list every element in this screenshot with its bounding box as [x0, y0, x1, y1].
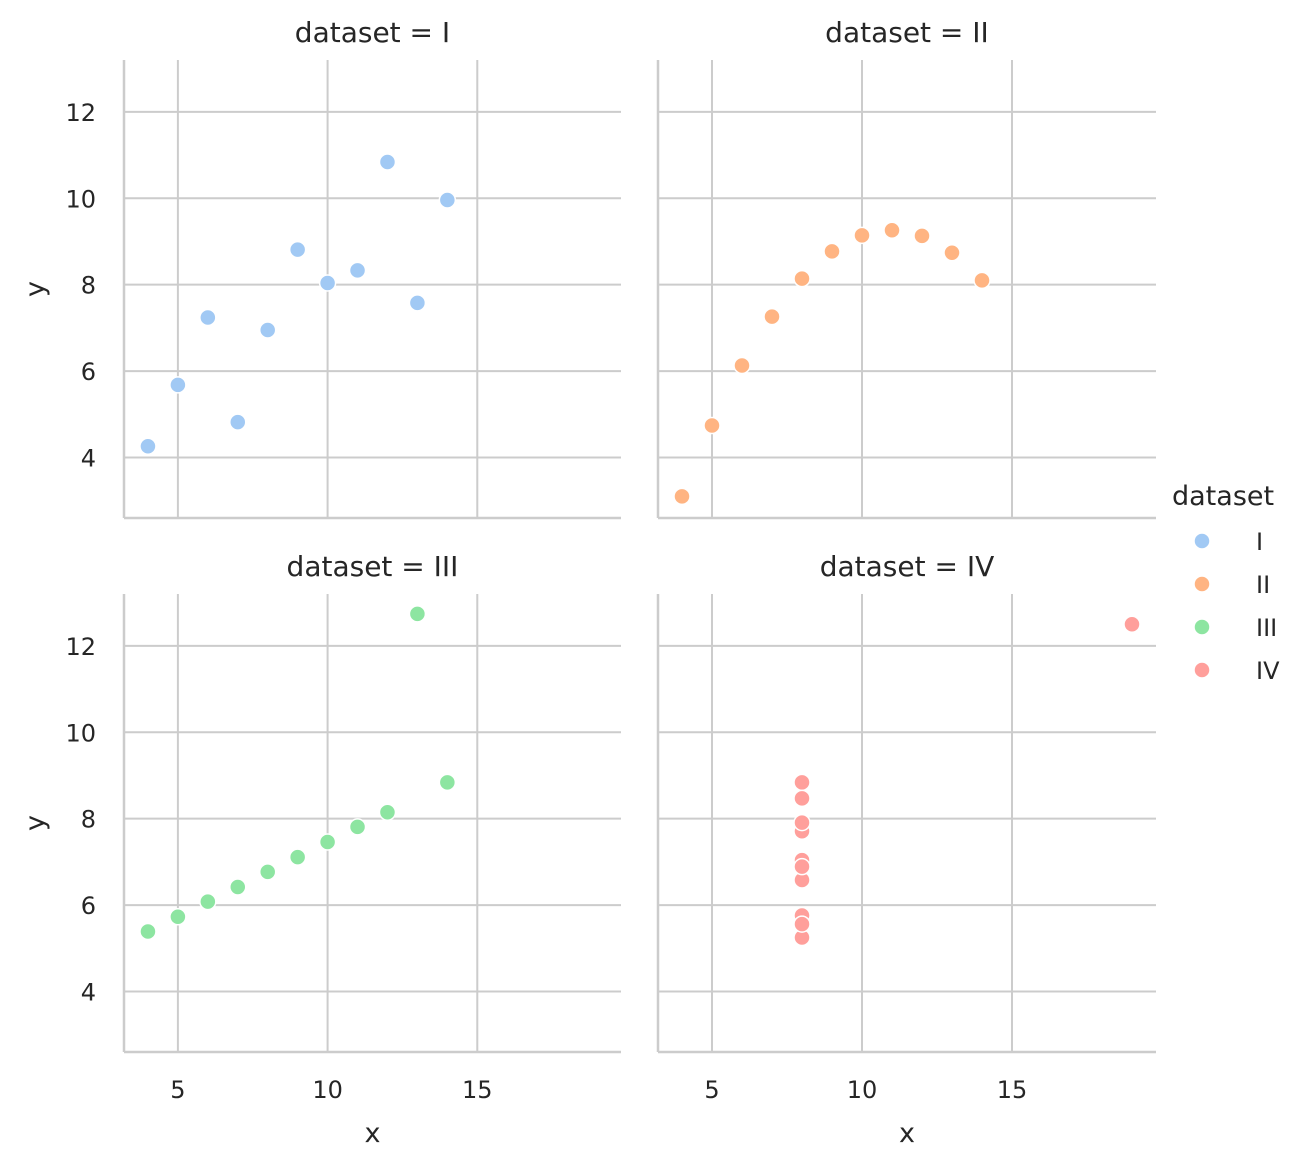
x-tick-label: 10 [312, 1076, 343, 1104]
panel-III: dataset = III 4 6 8 10 12 y 5 10 15 x [20, 550, 621, 1149]
data-point [438, 773, 457, 792]
data-point [169, 376, 187, 394]
legend-title: dataset [1172, 481, 1274, 512]
legend-label: IV [1256, 657, 1280, 685]
data-point [288, 848, 307, 866]
data-point [199, 308, 217, 327]
panel-I: dataset = I 4 6 8 10 12 y [20, 16, 621, 520]
x-tick-label: 15 [997, 1076, 1028, 1104]
data-point [288, 240, 307, 259]
panel-IV: dataset = IV 5 10 15 x [656, 550, 1156, 1149]
y-tick-label: 12 [65, 99, 96, 127]
legend-marker [1193, 575, 1211, 593]
data-point [703, 416, 721, 435]
data-point [913, 227, 931, 245]
panel-II: dataset = II [656, 16, 1156, 520]
data-point [318, 833, 337, 851]
legend-label: I [1256, 528, 1263, 556]
y-tick-label: 8 [81, 272, 96, 300]
data-point [793, 813, 811, 832]
y-axis-label: y [20, 815, 51, 831]
data-point [973, 271, 991, 290]
data-point [733, 356, 751, 375]
data-point [793, 773, 811, 792]
data-point [883, 221, 901, 239]
x-axis-label: x [365, 1118, 381, 1149]
x-tick-label: 5 [704, 1076, 719, 1104]
y-axis-label: y [20, 281, 51, 297]
data-point [258, 863, 277, 881]
data-point [229, 878, 247, 896]
data-point [673, 487, 691, 506]
y-tick-label: 4 [81, 445, 96, 473]
data-point [348, 261, 367, 280]
data-point [139, 437, 157, 456]
data-point [408, 605, 427, 623]
data-point [378, 803, 397, 821]
data-point [199, 892, 217, 911]
data-point [943, 243, 961, 262]
x-tick-label: 5 [170, 1076, 185, 1104]
x-axis-label: x [899, 1118, 915, 1149]
data-point [229, 413, 247, 431]
panel-title: dataset = IV [820, 550, 995, 583]
y-tick-label: 10 [65, 185, 96, 213]
y-tick-label: 4 [81, 979, 96, 1007]
data-point [348, 818, 367, 836]
data-point [1123, 615, 1141, 633]
data-point [823, 242, 841, 261]
data-point [438, 191, 457, 209]
data-point [793, 915, 811, 933]
data-point [258, 321, 277, 339]
data-point [793, 269, 811, 288]
y-tick-label: 6 [81, 892, 96, 920]
data-point [408, 294, 427, 312]
panel-title: dataset = I [295, 16, 450, 49]
panel-title: dataset = II [825, 16, 989, 49]
data-point [318, 274, 337, 292]
data-point [378, 153, 397, 171]
legend-marker [1193, 532, 1211, 550]
data-point [763, 307, 781, 326]
data-point [139, 922, 157, 941]
x-tick-label: 15 [462, 1076, 493, 1104]
y-tick-label: 12 [65, 633, 96, 661]
panel-title: dataset = III [287, 550, 459, 583]
legend-marker [1193, 661, 1211, 679]
y-tick-label: 8 [81, 806, 96, 834]
x-tick-label: 10 [847, 1076, 878, 1104]
y-tick-label: 10 [65, 719, 96, 747]
legend-label: II [1256, 571, 1270, 599]
data-point [793, 789, 811, 808]
legend-label: III [1256, 614, 1277, 642]
legend-marker [1193, 618, 1211, 636]
y-tick-label: 6 [81, 358, 96, 386]
data-point [793, 857, 811, 876]
data-point [169, 908, 187, 926]
data-point [853, 226, 871, 245]
